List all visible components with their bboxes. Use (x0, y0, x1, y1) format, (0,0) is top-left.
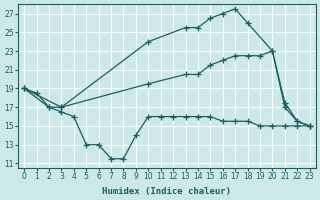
X-axis label: Humidex (Indice chaleur): Humidex (Indice chaleur) (102, 187, 231, 196)
